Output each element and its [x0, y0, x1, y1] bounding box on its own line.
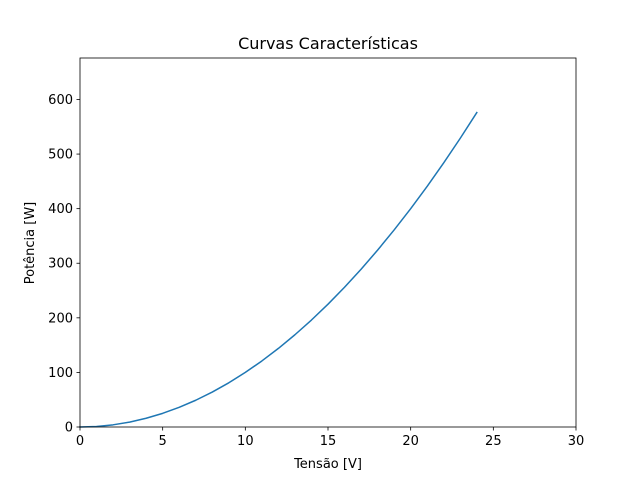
x-axis-label: Tensão [V] [293, 457, 362, 472]
y-tick-label: 100 [48, 366, 73, 381]
x-tick-label: 5 [159, 434, 167, 449]
chart-title: Curvas Características [238, 34, 418, 53]
x-tick-label: 30 [568, 434, 585, 449]
y-tick-label: 300 [48, 257, 73, 272]
x-tick-label: 25 [485, 434, 502, 449]
y-axis-ticks: 0 100 200 300 400 500 600 [48, 93, 80, 436]
y-tick-label: 200 [48, 311, 73, 326]
x-tick-label: 0 [76, 434, 84, 449]
series-line-0 [79, 111, 478, 428]
y-tick-label: 0 [65, 421, 73, 436]
x-tick-label: 15 [320, 434, 337, 449]
y-axis-label: Potência [W] [23, 202, 38, 285]
y-tick-label: 600 [48, 93, 73, 108]
x-tick-label: 10 [237, 434, 254, 449]
y-tick-label: 500 [48, 148, 73, 163]
x-tick-label: 20 [402, 434, 419, 449]
y-tick-label: 400 [48, 202, 73, 217]
x-axis-ticks: 0 5 10 15 20 25 30 [76, 427, 584, 449]
